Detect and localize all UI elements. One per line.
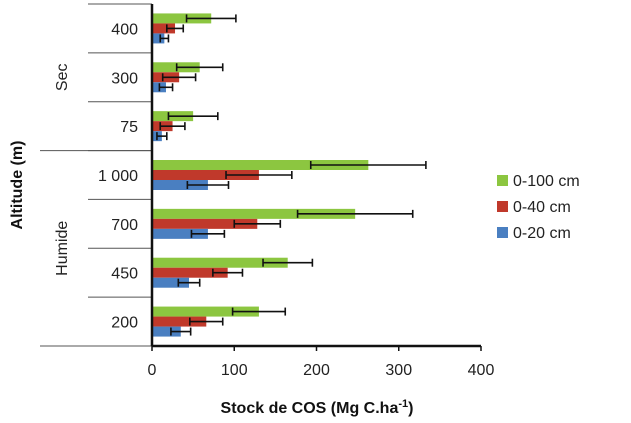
- y-tick-labels: 400 300 75 1 000 700 450 200: [98, 21, 138, 331]
- bar-0-20cm-700: [152, 228, 208, 239]
- group-labels: Sec Humide: [54, 63, 71, 275]
- y-tick-label: 200: [111, 315, 138, 332]
- x-tick-label: 300: [385, 362, 412, 379]
- x-tick-label: 100: [221, 362, 248, 379]
- legend-label: 0-40 cm: [513, 199, 571, 216]
- x-axis-title-close: ): [408, 400, 413, 417]
- y-tick-label: 450: [111, 266, 138, 283]
- group-label: Humide: [54, 221, 71, 276]
- x-tick-label: 200: [303, 362, 330, 379]
- bar-0-20cm-450: [152, 277, 190, 288]
- bar-0-40cm-700: [152, 218, 258, 229]
- x-axis-title-main: Stock de COS (Mg C.ha: [221, 400, 399, 417]
- bar-0-40cm-400: [152, 23, 176, 34]
- legend-swatch: [497, 227, 508, 238]
- bar-0-40cm-1000: [152, 170, 259, 180]
- bar-0-20cm-400: [152, 33, 165, 44]
- x-tick-label: 0: [148, 362, 157, 379]
- x-tick-label: 400: [468, 362, 495, 379]
- bar-0-100cm-450: [152, 257, 288, 268]
- legend-swatch: [497, 175, 508, 186]
- bar-0-100cm-400: [152, 13, 212, 24]
- x-tick-labels: 0 100 200 300 400: [148, 346, 495, 379]
- bar-0-40cm-200: [152, 316, 207, 327]
- y-axis-title: Altitude (m): [9, 141, 26, 230]
- bar-0-100cm-700: [152, 208, 356, 219]
- bar-0-100cm-200: [152, 306, 259, 317]
- group-separators: [40, 3, 152, 347]
- y-tick-label: 700: [111, 217, 138, 234]
- group-label: Sec: [54, 63, 71, 91]
- legend-label: 0-20 cm: [513, 225, 571, 242]
- x-axis-title: Stock de COS (Mg C.ha-1): [221, 398, 414, 417]
- y-tick-label: 1 000: [98, 168, 138, 185]
- error-bars-layer: [156, 14, 427, 336]
- bar-0-20cm-1000: [152, 180, 208, 190]
- x-axis-title-sup: -1: [398, 398, 408, 410]
- bar-0-20cm-200: [152, 326, 181, 337]
- legend-label: 0-100 cm: [513, 173, 580, 190]
- legend: 0-100 cm 0-40 cm 0-20 cm: [497, 173, 580, 242]
- bar-0-40cm-450: [152, 267, 228, 278]
- bar-0-100cm-300: [152, 62, 200, 73]
- y-tick-label: 75: [120, 119, 138, 136]
- bar-0-100cm-1000: [152, 160, 369, 170]
- legend-swatch: [497, 201, 508, 212]
- y-tick-label: 300: [111, 70, 138, 87]
- y-tick-label: 400: [111, 21, 138, 38]
